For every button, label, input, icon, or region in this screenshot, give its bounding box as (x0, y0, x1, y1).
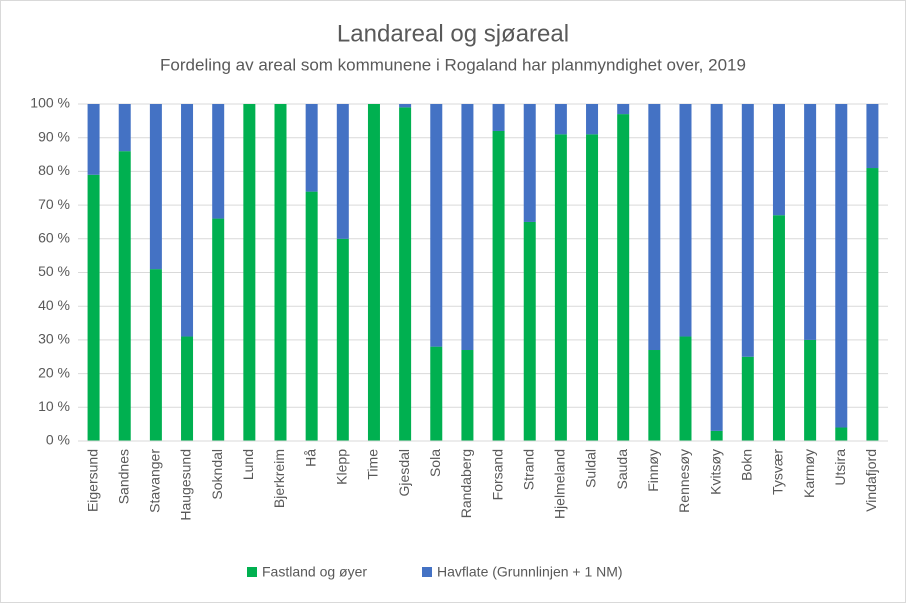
bar-segment (866, 168, 879, 441)
legend-swatch (247, 567, 257, 577)
y-tick-label: 40 % (38, 297, 70, 313)
x-tick-label: Klepp (334, 449, 350, 485)
bar-segment (399, 107, 412, 442)
y-tick-label: 60 % (38, 230, 70, 246)
x-tick-label: Sola (427, 449, 443, 477)
y-tick-label: 0 % (46, 432, 70, 448)
bar-segment (492, 104, 505, 131)
x-tick-label: Finnøy (645, 449, 661, 492)
y-tick-label: 50 % (38, 263, 70, 279)
x-tick-label: Strand (520, 449, 536, 490)
bar-segment (772, 215, 785, 441)
bar-segment (772, 104, 785, 216)
y-tick-label: 80 % (38, 162, 70, 178)
x-tick-label: Lund (240, 449, 256, 480)
bar-segment (367, 104, 380, 441)
y-tick-label: 20 % (38, 364, 70, 380)
bar-segment (336, 104, 349, 239)
chart-subtitle: Fordeling av areal som kommunene i Rogal… (160, 55, 746, 74)
bar-segment (835, 427, 848, 441)
x-tick-label: Randaberg (458, 449, 474, 518)
x-tick-label: Eigersund (84, 449, 100, 512)
y-tick-label: 70 % (38, 196, 70, 212)
x-tick-label: Time (365, 449, 381, 480)
bar-segment (804, 339, 817, 441)
y-tick-label: 100 % (30, 95, 70, 111)
x-tick-label: Hjelmeland (552, 449, 568, 519)
bar-segment (118, 151, 131, 441)
bar-segment (710, 430, 723, 441)
bar-segment (243, 104, 256, 441)
x-tick-label: Bokn (739, 449, 755, 481)
x-tick-label: Hå (302, 449, 318, 467)
bar-segment (866, 104, 879, 169)
bar-segment (461, 104, 474, 351)
x-tick-label: Bjerkreim (271, 449, 287, 508)
bar-segment (679, 336, 692, 441)
bar-segment (305, 104, 318, 192)
bar-segment (679, 104, 692, 337)
bar-segment (305, 191, 318, 441)
bar-segment (554, 134, 567, 441)
bar-segment (399, 104, 412, 108)
bar-segment (336, 238, 349, 441)
bar-segment (617, 114, 630, 442)
y-tick-label: 30 % (38, 331, 70, 347)
x-tick-label: Haugesund (178, 449, 194, 521)
bar-segment (554, 104, 567, 135)
bar-segment (835, 104, 848, 428)
x-tick-label: Sauda (614, 449, 630, 490)
bar-segment (430, 346, 443, 441)
bar-segment (804, 104, 817, 340)
bar-segment (523, 221, 536, 441)
y-tick-label: 90 % (38, 128, 70, 144)
bar-segment (648, 350, 661, 441)
x-tick-label: Karmøy (801, 449, 817, 498)
x-tick-label: Rennesøy (676, 449, 692, 513)
x-tick-label: Sandnes (115, 449, 131, 504)
bar-segment (461, 350, 474, 441)
bar-segment (118, 104, 131, 152)
x-tick-label: Forsand (489, 449, 505, 500)
bar-segment (212, 218, 225, 441)
bar-segment (523, 104, 536, 222)
bar-segment (586, 134, 599, 441)
x-tick-label: Sokndal (209, 449, 225, 500)
legend-swatch (422, 567, 432, 577)
bar-segment (181, 336, 194, 441)
bar-segment (741, 104, 754, 357)
x-tick-label: Stavanger (147, 449, 163, 513)
bar-segment (149, 104, 162, 270)
bar-segment (492, 130, 505, 441)
legend-label: Fastland og øyer (262, 564, 367, 580)
x-tick-label: Gjesdal (396, 449, 412, 496)
bar-segment (741, 356, 754, 441)
bar-segment (648, 104, 661, 351)
bar-segment (181, 104, 194, 337)
bar-segment (430, 104, 443, 347)
bar-segment (212, 104, 225, 219)
chart-title: Landareal og sjøareal (337, 20, 569, 47)
bar-segment (586, 104, 599, 135)
x-tick-label: Utsira (832, 449, 848, 486)
legend-label: Havflate (Grunnlinjen + 1 NM) (437, 564, 623, 580)
bar-segment (87, 104, 100, 175)
x-tick-label: Tysvær (770, 449, 786, 495)
x-tick-label: Suldal (583, 449, 599, 488)
bar-segment (274, 104, 287, 441)
bar-segment (710, 104, 723, 431)
y-tick-label: 10 % (38, 398, 70, 414)
bar-segment (149, 269, 162, 441)
bar-segment (87, 174, 100, 441)
x-tick-label: Vindafjord (863, 449, 879, 512)
bar-segment (617, 104, 630, 115)
x-tick-label: Kvitsøy (707, 449, 723, 495)
